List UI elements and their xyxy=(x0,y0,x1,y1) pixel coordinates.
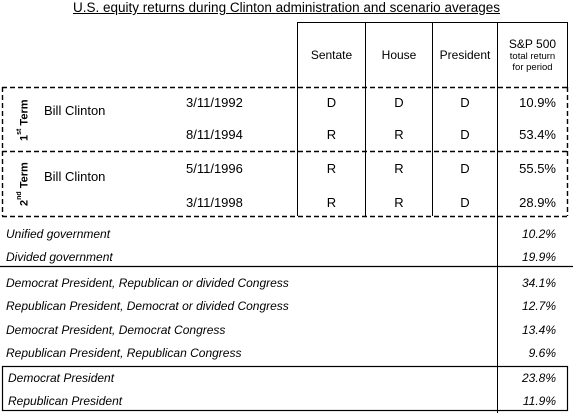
summary-label: Republican President xyxy=(8,394,123,408)
date-cell: 5/11/1996 xyxy=(186,161,243,176)
date-cell: 3/11/1992 xyxy=(186,95,243,110)
table-title: U.S. equity returns during Clinton admin… xyxy=(73,0,500,15)
summary-label: Democrat President xyxy=(8,371,115,385)
summary-value: 19.9% xyxy=(521,250,556,264)
header-sp500-title: S&P 500 xyxy=(508,36,557,51)
president-cell: D xyxy=(460,161,470,176)
summary-label: Unified government xyxy=(6,227,111,241)
president-summary-box xyxy=(1,365,569,412)
return-cell: 53.4% xyxy=(519,127,556,142)
president-cell: D xyxy=(460,95,470,110)
first-term-label: 1st Term xyxy=(16,99,31,141)
return-cell: 55.5% xyxy=(519,161,556,176)
header-president: President xyxy=(439,48,491,62)
header-senate: Sentate xyxy=(310,48,353,62)
house-cell: R xyxy=(394,161,404,176)
summary-label: Democrat President, Republican or divide… xyxy=(6,276,289,290)
summary-label: Republican President, Republican Congres… xyxy=(6,346,242,360)
second-term-label: 2nd Term xyxy=(16,162,31,206)
summary-value: 12.7% xyxy=(521,299,556,313)
senate-cell: D xyxy=(326,95,337,110)
senate-cell: R xyxy=(326,127,337,142)
summary-value: 9.6% xyxy=(528,346,556,360)
summary-value: 13.4% xyxy=(521,323,556,337)
senate-cell: R xyxy=(326,195,337,210)
summary-label: Divided government xyxy=(6,250,113,264)
summary-value: 34.1% xyxy=(521,276,556,290)
house-cell: R xyxy=(394,127,404,142)
summary-label: Democrat President, Democrat Congress xyxy=(6,323,226,337)
summary-value: 10.2% xyxy=(521,227,556,241)
second-term-president: Bill Clinton xyxy=(44,169,106,184)
senate-cell: R xyxy=(326,161,337,176)
president-cell: D xyxy=(460,127,470,142)
return-cell: 10.9% xyxy=(519,95,556,110)
house-cell: D xyxy=(394,95,404,110)
first-term-president: Bill Clinton xyxy=(44,103,106,118)
date-cell: 3/11/1998 xyxy=(186,195,243,210)
president-cell: D xyxy=(460,195,470,210)
header-house: House xyxy=(381,48,417,62)
summary-value: 11.9% xyxy=(522,394,556,408)
header-sp500-subtitle-2: for period xyxy=(512,61,553,73)
return-cell: 28.9% xyxy=(519,195,556,210)
header-sp500: S&P 500 total return for period xyxy=(498,23,567,87)
header-sp500-subtitle-1: total return xyxy=(509,50,556,62)
house-cell: R xyxy=(394,195,404,210)
date-cell: 8/11/1994 xyxy=(186,127,243,142)
summary-value: 23.8% xyxy=(521,371,556,385)
summary-label: Republican President, Democrat or divide… xyxy=(6,299,289,313)
